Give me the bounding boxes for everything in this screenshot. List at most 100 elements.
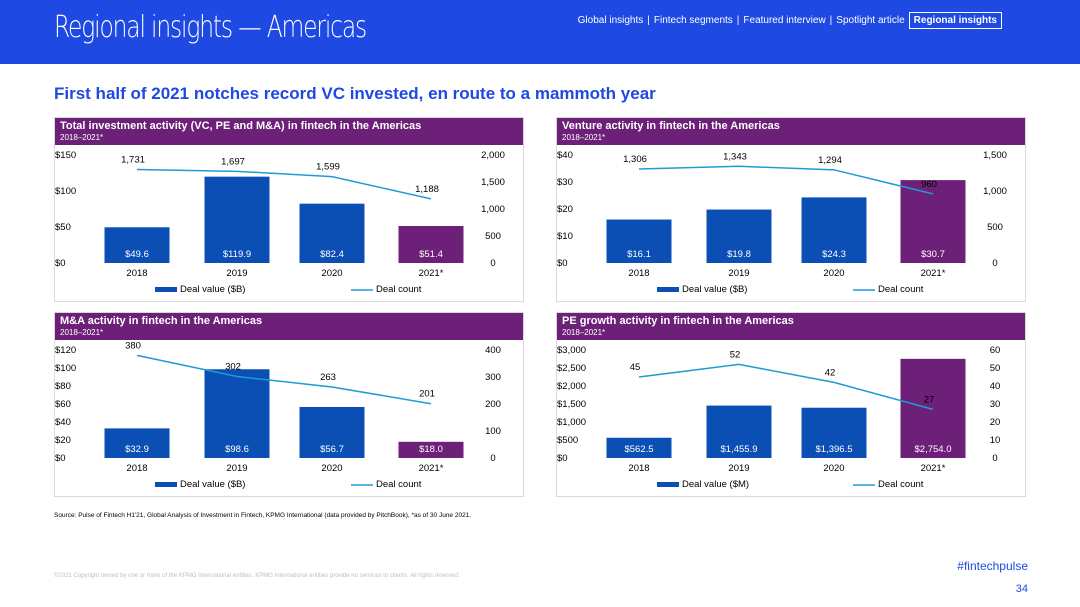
x-tick-label: 2020: [321, 268, 342, 279]
nav-featured-interview[interactable]: Featured interview: [743, 15, 826, 26]
right-axis-tick: 2,000: [481, 150, 505, 161]
legend-bar-swatch: [657, 482, 679, 487]
nav-spotlight-article[interactable]: Spotlight article: [836, 15, 905, 26]
bar-value-label: $18.0: [419, 444, 443, 455]
bar-value-label: $119.9: [223, 249, 251, 260]
right-axis-tick: 0: [992, 453, 997, 464]
panel-header: Venture activity in fintech in the Ameri…: [557, 118, 1025, 145]
nav-regional-insights[interactable]: Regional insights: [908, 12, 1002, 29]
chart-subtitle: 2018–2021*: [60, 133, 104, 142]
chart-subtitle: 2018–2021*: [60, 328, 104, 337]
bar-value-label: $82.4: [320, 249, 344, 260]
right-axis-tick: 1,500: [983, 150, 1007, 161]
x-tick-label: 2018: [126, 463, 147, 474]
left-axis-tick: $3,000: [557, 345, 586, 356]
header-bar: Regional insights — Americas Global insi…: [0, 0, 1080, 64]
bar-value-label: $32.9: [125, 444, 149, 455]
left-axis-tick: $40: [55, 417, 71, 428]
right-axis-tick: 1,500: [481, 177, 505, 188]
right-axis-tick: 500: [485, 231, 501, 242]
page-number: 34: [1015, 583, 1028, 595]
x-tick-label: 2021*: [419, 463, 444, 474]
x-tick-label: 2021*: [419, 268, 444, 279]
bar-value-label: $49.6: [125, 249, 149, 260]
legend-line-label: Deal count: [878, 479, 924, 490]
x-tick-label: 2021*: [921, 463, 946, 474]
left-axis-tick: $100: [55, 186, 76, 197]
line-point-label: 1,343: [723, 151, 747, 162]
x-tick-label: 2019: [728, 463, 749, 474]
bar-value-label: $98.6: [225, 444, 249, 455]
bar-2021: [900, 180, 966, 263]
left-axis-tick: $2,500: [557, 363, 586, 374]
right-axis-tick: 300: [485, 372, 501, 383]
chart-title: PE growth activity in fintech in the Ame…: [562, 315, 794, 327]
bar-2018: [104, 428, 170, 458]
right-axis-tick: 500: [987, 222, 1003, 233]
chart-title: M&A activity in fintech in the Americas: [60, 315, 263, 327]
bar-value-label: $30.7: [921, 249, 945, 260]
panel-header: M&A activity in fintech in the Americas …: [55, 313, 523, 340]
legend-line-label: Deal count: [878, 284, 924, 295]
line-point-label: 263: [320, 372, 336, 383]
bar-2020: [801, 407, 867, 458]
left-axis-tick: $50: [55, 222, 71, 233]
left-axis-tick: $0: [55, 453, 66, 464]
right-axis-tick: 20: [990, 417, 1001, 428]
left-axis-tick: $10: [557, 231, 573, 242]
chart-panel-pe: PE growth activity in fintech in the Ame…: [556, 312, 1026, 497]
x-tick-label: 2019: [226, 268, 247, 279]
panel-header: Total investment activity (VC, PE and M&…: [55, 118, 523, 145]
line-point-label: 380: [125, 340, 141, 351]
line-point-label: 42: [825, 367, 836, 378]
legend-bar-swatch: [155, 287, 177, 292]
bar-2020: [801, 197, 867, 263]
bar-value-label: $16.1: [627, 249, 651, 260]
right-axis-tick: 60: [990, 345, 1001, 356]
left-axis-tick: $2,000: [557, 381, 586, 392]
bar-2018: [104, 227, 170, 263]
hashtag[interactable]: #fintechpulse: [957, 559, 1028, 573]
line-point-label: 45: [630, 362, 641, 373]
bar-value-label: $1,455.9: [721, 444, 758, 455]
right-axis-tick: 400: [485, 345, 501, 356]
bar-2020: [299, 203, 365, 263]
chart-panel-venture: Venture activity in fintech in the Ameri…: [556, 117, 1026, 302]
line-point-label: 52: [730, 349, 741, 360]
bar-2020: [299, 406, 365, 458]
left-axis-tick: $60: [55, 399, 71, 410]
deal-count-line: [638, 165, 934, 195]
chart-title: Total investment activity (VC, PE and M&…: [60, 120, 422, 132]
chart-pe-svg: $0 $500 $1,000 $1,500 $2,000 $2,500 $3,000 0 10 2…: [557, 345, 1001, 490]
x-tick-label: 2021*: [921, 268, 946, 279]
x-tick-label: 2019: [728, 268, 749, 279]
right-axis-tick: 200: [485, 399, 501, 410]
x-tick-label: 2020: [823, 463, 844, 474]
right-axis-tick: 50: [990, 363, 1001, 374]
legend-line-label: Deal count: [376, 284, 422, 295]
bar-value-label: $2,754.0: [915, 444, 952, 455]
top-nav: Global insights | Fintech segments | Fea…: [578, 12, 1002, 29]
line-point-label: 201: [419, 389, 435, 400]
nav-fintech-segments[interactable]: Fintech segments: [653, 15, 733, 26]
line-point-label: 27: [924, 394, 935, 405]
line-point-label: 1,731: [121, 155, 145, 166]
nav-separator: |: [647, 15, 650, 26]
bar-value-label: $56.7: [320, 444, 344, 455]
legend-bar-swatch: [155, 482, 177, 487]
right-axis-tick: 1,000: [983, 186, 1007, 197]
chart-venture-svg: $0 $10 $20 $30 $40 0 500 1,000 1,500 $16.1 2018 $19…: [557, 150, 1007, 295]
bar-value-label: $562.5: [624, 444, 653, 455]
right-axis-tick: 10: [990, 435, 1001, 446]
bar-2019: [706, 209, 772, 263]
chart-title: Venture activity in fintech in the Ameri…: [562, 120, 780, 132]
chart-subtitle: 2018–2021*: [562, 133, 606, 142]
right-axis-tick: 0: [992, 258, 997, 269]
page-section-title: Regional insights — Americas: [54, 10, 367, 45]
x-tick-label: 2019: [226, 463, 247, 474]
nav-global-insights[interactable]: Global insights: [577, 15, 644, 26]
left-axis-tick: $1,500: [557, 399, 586, 410]
right-axis-tick: 40: [990, 381, 1001, 392]
left-axis-tick: $20: [55, 435, 71, 446]
bar-2021: [398, 441, 464, 458]
